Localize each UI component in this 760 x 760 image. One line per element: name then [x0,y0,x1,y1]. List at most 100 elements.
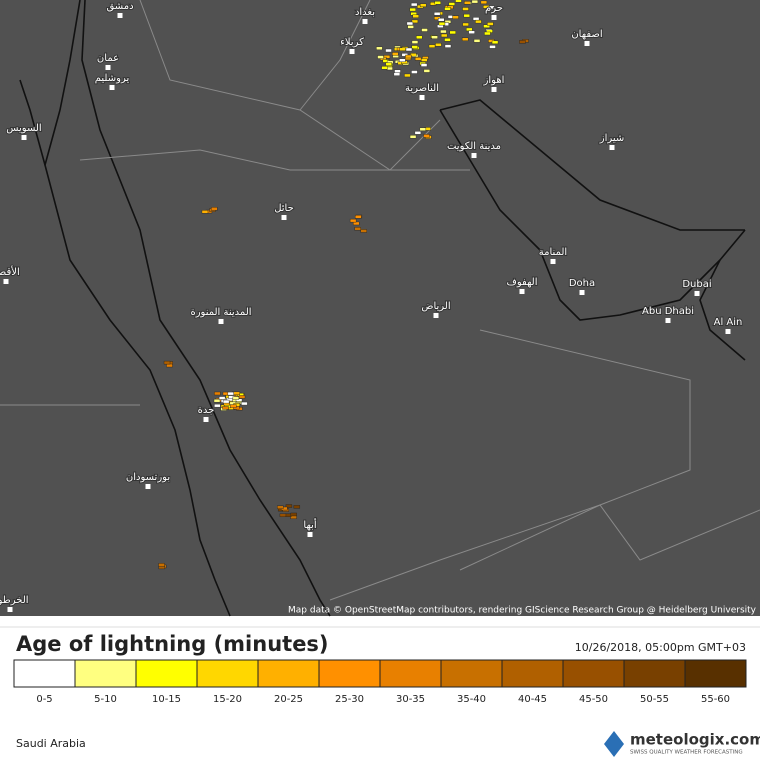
lightning-strike [399,58,406,62]
lightning-strike [406,21,414,26]
region: Saudi Arabia [16,737,86,750]
logo-icon [604,731,624,757]
city-dot [203,417,209,422]
city-label: المدينة المنورة [190,307,251,318]
lightning-strike [483,5,490,9]
lightning-strike [383,55,391,59]
lightning-strike [349,218,357,223]
city-label: يروشليم [95,73,130,84]
lightning-strike [471,0,479,4]
legend-label: 40-45 [518,694,547,705]
lightning-strike [222,399,230,404]
legend-swatch [135,659,198,688]
lightning-strike [407,25,414,29]
lightning-strike [411,19,419,24]
lightning-strike [411,40,419,44]
city-dot [218,319,224,324]
lightning-strike [290,515,297,520]
legend-swatch [684,659,747,688]
lightning-strike [448,2,456,6]
legend-swatch [379,659,442,688]
legend-swatch [318,659,381,688]
borders [0,0,760,601]
lightning-strike [230,404,237,408]
city-label: حائل [274,203,294,214]
lightning-strike [163,360,171,365]
lightning-strike [158,563,165,567]
lightning-strike [444,7,451,11]
city-dot [105,65,111,70]
city-label: حرم [485,3,503,14]
legend-label: 20-25 [274,694,303,705]
legend-swatch [562,659,625,688]
lightning-strike [377,55,384,59]
city-dot [609,145,615,150]
legend-label: 30-35 [396,694,425,705]
city-dot [362,19,368,24]
legend-label: 5-10 [94,694,117,705]
lightning-strike [416,35,423,40]
legend-label: 55-60 [701,694,730,705]
lightning-strike [385,48,392,53]
city-dot [433,313,439,318]
lightning-strike [440,33,448,38]
city-dot [550,259,556,264]
city-dot [307,532,313,537]
lightning-strike [438,18,445,22]
lightning-strike [444,44,452,48]
lightning-strike [285,504,293,508]
lightning-strike [431,35,438,39]
lightning-strike [277,505,284,509]
lightning-strike [211,207,218,211]
city-dot [21,135,27,140]
lightning-strike [419,127,427,132]
timestamp: 10/26/2018, 05:00pm GMT+03 [575,641,746,654]
lightning-strike [462,22,469,27]
city-dot [281,215,287,220]
city-label: Al Ain [714,317,743,328]
city-dot [3,279,9,284]
lightning-strike [360,229,367,233]
city-dot [579,290,585,295]
lightning-strike [428,44,436,48]
lightning-strike [233,391,240,396]
legend-swatch [196,659,259,688]
lightning-strike [421,58,428,62]
lightning-strike [423,134,430,138]
lightning-strike [227,391,235,396]
city-label: الأقصر [0,265,20,278]
attribution-bg [336,604,760,616]
lightning-strike [409,135,417,139]
city-dot [491,87,497,92]
lightning-strike [404,73,411,78]
lightning-strike [449,30,456,35]
lightning-strike [222,406,229,410]
lightning-strike [435,43,442,47]
legend-label: 50-55 [640,694,669,705]
legend-swatch [257,659,320,688]
lightning-strike [405,47,413,52]
lightning-strike [519,40,526,44]
city-dot [491,15,497,20]
lightning-strike [452,15,459,19]
city-dot [349,49,355,54]
lightning-strike [214,403,221,408]
lightning-strike [376,46,383,51]
lightning-strike [491,40,499,45]
lightning-strike [410,2,418,7]
city-label: المنامة [539,247,567,258]
legend: 0-5 5-10 10-15 15-20 20-25 25-30 30-35 35-40 40-… [13,659,747,705]
lightning-strike [411,70,418,74]
city-label: دمشق [106,1,133,12]
lightning-strike [433,12,441,16]
lightning-layer [158,0,529,570]
map-background [0,0,760,616]
lightning-strike [218,396,226,400]
legend-label: 0-5 [36,694,52,705]
lightning-strike [232,396,240,400]
lightning-strike [434,1,441,5]
city-label: شيراز [599,133,625,144]
lightning-strike [385,62,392,66]
lightning-strike [394,69,401,73]
